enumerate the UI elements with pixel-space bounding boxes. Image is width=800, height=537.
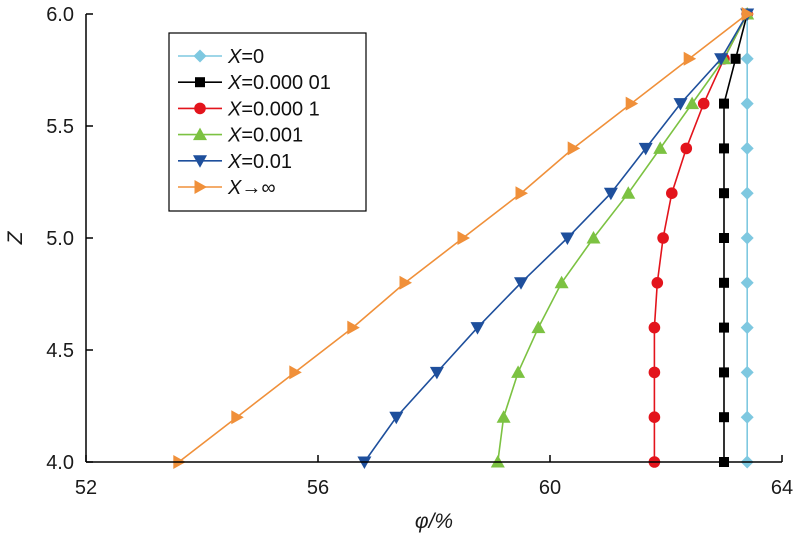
legend-entry: X→∞ [178, 177, 276, 199]
y-tick-label: 4.0 [46, 452, 74, 474]
data-point [685, 96, 700, 110]
data-point [554, 275, 569, 289]
y-axis-title: Z [4, 230, 27, 245]
data-point [648, 411, 661, 424]
series-line [497, 13, 748, 463]
data-point [719, 143, 729, 154]
data-point [603, 187, 618, 201]
x-axis-title: φ/% [415, 510, 453, 533]
data-point [740, 276, 754, 290]
x-tick-label: 56 [307, 477, 329, 499]
series-6 [173, 7, 755, 469]
data-point [719, 233, 729, 243]
legend-marker [194, 102, 206, 115]
data-point [515, 186, 528, 201]
series-line [363, 13, 748, 463]
data-point [496, 410, 511, 423]
data-point [730, 53, 741, 64]
x-tick-label: 60 [539, 477, 561, 499]
legend-label: X=0 [227, 46, 264, 68]
legend-marker [193, 127, 207, 141]
ticks: 52 56 60 64 4.0 4.5 5.0 5.5 6.0 [46, 4, 793, 499]
data-point [666, 187, 678, 199]
legend-marker [193, 49, 207, 63]
legend-label: X=0.01 [227, 151, 292, 173]
data-point [511, 365, 526, 378]
series-layer [173, 7, 755, 469]
legend-label: X→∞ [227, 177, 276, 199]
data-point [719, 188, 729, 199]
data-point [740, 231, 754, 245]
legend-box [168, 32, 367, 212]
series-1 [740, 7, 754, 469]
legend-entry: X=0.000 01 [178, 72, 331, 94]
legend: X=0 X=0.000 01 X=0.000 1 X=0.001 X=0.01 X→∞ [168, 32, 367, 212]
legend-marker [194, 180, 207, 194]
data-point [719, 367, 729, 378]
x-tick-label: 64 [771, 477, 793, 499]
series-5 [357, 8, 755, 469]
data-point [719, 98, 729, 109]
data-point [719, 277, 729, 288]
legend-label: X=0.000 1 [227, 98, 320, 120]
data-point [514, 277, 528, 290]
data-point [673, 98, 688, 111]
data-point [740, 186, 754, 200]
data-point [680, 142, 693, 155]
data-point [531, 320, 546, 334]
data-point [741, 7, 755, 21]
data-point [719, 412, 729, 423]
legend-marker [195, 77, 205, 88]
data-point [657, 232, 669, 244]
data-point [638, 142, 653, 156]
data-point [653, 141, 668, 154]
legend-entry: X=0.001 [178, 125, 303, 147]
data-point [625, 96, 639, 111]
y-tick-label: 5.0 [46, 228, 74, 250]
y-tick-label: 4.5 [46, 340, 74, 362]
data-point [714, 53, 729, 66]
legend-entry: X=0 [178, 46, 264, 68]
data-point [648, 321, 661, 334]
legend-label: X=0.000 01 [227, 72, 331, 94]
legend-entry: X=0.000 1 [178, 98, 320, 120]
data-point [389, 411, 404, 425]
data-point [567, 141, 581, 156]
data-point [740, 141, 754, 155]
data-point [740, 410, 754, 424]
data-point [740, 52, 754, 66]
y-tick-label: 5.5 [46, 116, 74, 138]
data-point [289, 365, 302, 380]
legend-entry: X=0.01 [178, 151, 292, 173]
data-point [560, 232, 575, 245]
series-4 [490, 7, 755, 468]
data-point [697, 97, 710, 110]
data-point [470, 322, 485, 335]
data-point [651, 277, 664, 289]
data-point [429, 366, 444, 380]
data-point [740, 97, 754, 111]
data-point [740, 365, 754, 379]
data-point [740, 321, 754, 335]
data-point [457, 231, 470, 245]
legend-marker [193, 155, 207, 168]
data-point [231, 410, 244, 425]
legend-label: X=0.001 [227, 125, 303, 147]
data-point [719, 322, 729, 333]
x-tick-label: 52 [75, 477, 97, 499]
data-point [683, 51, 697, 66]
data-point [648, 366, 661, 379]
data-point [347, 320, 360, 335]
y-tick-label: 6.0 [46, 4, 74, 26]
data-point [621, 186, 636, 199]
data-point [586, 231, 601, 244]
data-point [399, 275, 412, 290]
